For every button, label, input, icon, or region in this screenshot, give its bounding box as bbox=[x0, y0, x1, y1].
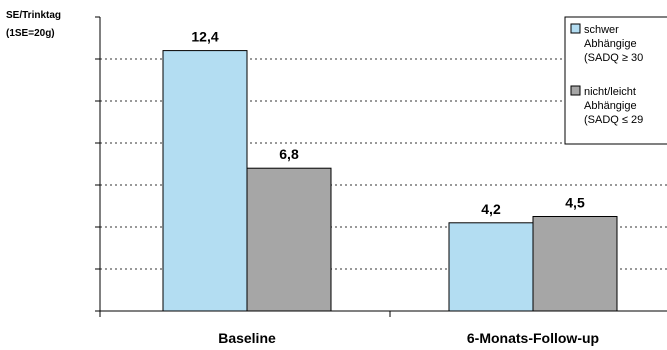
bar-series1-follow-up bbox=[448, 222, 534, 312]
legend-label: (SADQ ≥ 30 bbox=[584, 52, 643, 64]
data-label: 4,2 bbox=[481, 201, 501, 217]
legend-box bbox=[564, 16, 667, 145]
legend-label: nicht/leicht bbox=[584, 86, 636, 98]
legend-swatch bbox=[570, 85, 581, 96]
data-label: 12,4 bbox=[191, 29, 218, 45]
data-label: 4,5 bbox=[565, 195, 585, 211]
legend-label: Abhängige bbox=[584, 100, 637, 112]
y-axis-label-line1: SE/Trinktag bbox=[6, 10, 61, 21]
category-labels: Baseline 6-Monats-Follow-up bbox=[218, 330, 599, 346]
data-label: 6,8 bbox=[279, 146, 299, 162]
legend-swatch bbox=[570, 23, 581, 34]
bar-series2-follow-up bbox=[532, 216, 618, 312]
legend-label: (SADQ ≤ 29 bbox=[584, 114, 643, 126]
category-label: 6-Monats-Follow-up bbox=[467, 330, 599, 346]
legend-label: Abhängige bbox=[584, 38, 637, 50]
data-labels: 12,4 4,2 6,8 4,5 bbox=[191, 29, 585, 217]
legend: schwer Abhängige (SADQ ≥ 30 nicht/leicht Abh… bbox=[564, 16, 667, 145]
bar-series1-baseline bbox=[162, 50, 248, 312]
bars bbox=[162, 50, 618, 312]
legend-label: schwer bbox=[584, 24, 619, 36]
y-axis-label-line2: (1SE=20g) bbox=[6, 28, 55, 39]
bar-series2-baseline bbox=[246, 167, 332, 312]
category-label: Baseline bbox=[218, 330, 276, 346]
